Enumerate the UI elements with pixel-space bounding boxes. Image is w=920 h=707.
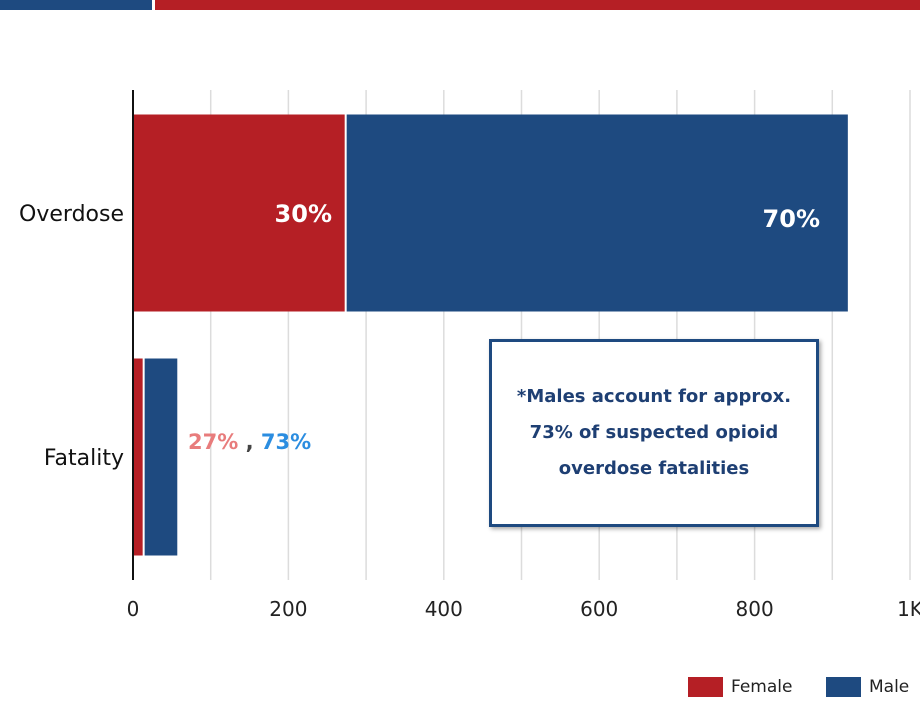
x-tick-label: 1K [897, 597, 920, 621]
x-tick-label: 200 [269, 597, 307, 621]
legend-female-swatch [688, 677, 723, 697]
data-label-overdose-male: 70% [763, 205, 820, 233]
legend-male: Male [826, 677, 909, 697]
bar-overdose-female [133, 114, 345, 312]
legend-male-swatch [826, 677, 861, 697]
x-axis-ticks: 0 200 400 600 800 1K [127, 597, 920, 621]
data-labels: 30% 70% 27% , 73% [188, 200, 820, 454]
legend-female-label: Female [731, 677, 793, 697]
legend-female: Female [688, 677, 792, 697]
bar-overdose-male [346, 114, 848, 312]
data-label-fatality-separator: , [238, 430, 261, 454]
data-label-overdose-female: 30% [275, 200, 332, 228]
y-axis-labels: Overdose Fatality [19, 202, 124, 471]
x-tick-label: 800 [736, 597, 774, 621]
bars [133, 114, 848, 556]
y-label-fatality: Fatality [44, 446, 124, 471]
legend-male-label: Male [869, 677, 910, 697]
bar-fatality-male [144, 358, 178, 556]
x-tick-label: 600 [580, 597, 618, 621]
x-tick-label: 0 [127, 597, 140, 621]
bar-fatality-female [133, 358, 143, 556]
y-label-overdose: Overdose [19, 202, 124, 227]
data-label-fatality-female: 27% [188, 430, 238, 454]
x-tick-label: 400 [425, 597, 463, 621]
annotation-text: *Males account for approx. 73% of suspec… [516, 386, 792, 479]
data-label-fatality: 27% , 73% [188, 430, 311, 454]
header-band-red [155, 0, 920, 10]
annotation-box: *Males account for approx. 73% of suspec… [489, 339, 819, 527]
header-band-blue [0, 0, 152, 10]
data-label-fatality-male: 73% [261, 430, 311, 454]
